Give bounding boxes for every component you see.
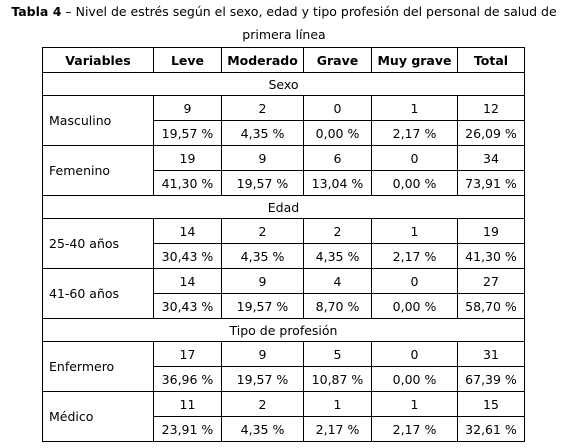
- row-label: Masculino: [42, 95, 154, 146]
- percent-cell: 0,00 %: [371, 293, 458, 319]
- count-cell: 0: [371, 268, 458, 294]
- percent-cell: 2,17 %: [371, 416, 458, 442]
- percent-cell: 73,91 %: [457, 170, 525, 196]
- percent-cell: 23,91 %: [153, 416, 222, 442]
- count-cell: 1: [371, 218, 458, 244]
- count-row: Enfermero 17 9 5 0 31: [42, 341, 525, 392]
- section-title: Sexo: [42, 72, 525, 96]
- count-cell: 5: [303, 341, 372, 367]
- percent-cell: 30,43 %: [153, 243, 222, 269]
- percent-cell: 2,17 %: [371, 243, 458, 269]
- row-label: 25-40 años: [42, 218, 154, 269]
- percent-cell: 4,35 %: [221, 120, 304, 146]
- count-cell: 2: [221, 391, 304, 417]
- percent-cell: 10,87 %: [303, 366, 372, 392]
- caption-label: Tabla 4: [11, 4, 62, 19]
- percent-cell: 4,35 %: [221, 243, 304, 269]
- count-cell: 2: [221, 218, 304, 244]
- percent-cell: 4,35 %: [221, 416, 304, 442]
- percent-row: 19,57 % 4,35 % 0,00 % 2,17 % 26,09 %: [43, 120, 525, 146]
- header-cell: Leve: [153, 47, 222, 73]
- section-row: Tipo de profesión: [42, 318, 525, 342]
- percent-cell: 0,00 %: [303, 120, 372, 146]
- row-label: Femenino: [42, 145, 154, 196]
- percent-cell: 2,17 %: [303, 416, 372, 442]
- count-cell: 34: [457, 145, 525, 171]
- count-cell: 27: [457, 268, 525, 294]
- caption-text: – Nivel de estrés según el sexo, edad y …: [61, 4, 557, 42]
- count-cell: 1: [371, 391, 458, 417]
- section-row: Sexo: [42, 72, 525, 96]
- count-cell: 15: [457, 391, 525, 417]
- percent-cell: 0,00 %: [371, 170, 458, 196]
- count-cell: 14: [153, 218, 222, 244]
- percent-cell: 58,70 %: [457, 293, 525, 319]
- percent-cell: 19,57 %: [153, 120, 222, 146]
- count-cell: 4: [303, 268, 372, 294]
- percent-cell: 30,43 %: [153, 293, 222, 319]
- count-cell: 9: [153, 95, 222, 121]
- count-row: 41-60 años 14 9 4 0 27: [42, 268, 525, 319]
- percent-cell: 19,57 %: [221, 366, 304, 392]
- count-cell: 17: [153, 341, 222, 367]
- count-cell: 1: [371, 95, 458, 121]
- count-cell: 19: [153, 145, 222, 171]
- header-row: Variables Leve Moderado Grave Muy grave Total: [42, 47, 525, 73]
- section-title: Tipo de profesión: [42, 318, 525, 342]
- count-row: Médico 11 2 1 1 15: [42, 391, 525, 442]
- percent-cell: 2,17 %: [371, 120, 458, 146]
- row-label: Médico: [42, 391, 154, 442]
- header-cell: Total: [457, 47, 525, 73]
- data-table: Variables Leve Moderado Grave Muy grave Total…: [42, 47, 525, 442]
- percent-cell: 19,57 %: [221, 293, 304, 319]
- percent-cell: 8,70 %: [303, 293, 372, 319]
- percent-cell: 0,00 %: [371, 366, 458, 392]
- count-cell: 2: [221, 95, 304, 121]
- percent-cell: 4,35 %: [303, 243, 372, 269]
- percent-cell: 36,96 %: [153, 366, 222, 392]
- count-cell: 12: [457, 95, 525, 121]
- count-cell: 9: [221, 341, 304, 367]
- section-row: Edad: [42, 195, 525, 219]
- percent-cell: 67,39 %: [457, 366, 525, 392]
- count-cell: 19: [457, 218, 525, 244]
- table-caption: Tabla 4 – Nivel de estrés según el sexo,…: [0, 0, 568, 46]
- header-cell: Grave: [303, 47, 372, 73]
- header-cell: Variables: [42, 47, 154, 73]
- count-row: Masculino 9 2 0 1 12: [42, 95, 525, 146]
- count-row: 25-40 años 14 2 2 1 19: [42, 218, 525, 269]
- section-title: Edad: [42, 195, 525, 219]
- count-cell: 6: [303, 145, 372, 171]
- percent-row: 30,43 % 19,57 % 8,70 % 0,00 % 58,70 %: [43, 293, 525, 319]
- count-cell: 9: [221, 268, 304, 294]
- row-label: 41-60 años: [42, 268, 154, 319]
- percent-row: 36,96 % 19,57 % 10,87 % 0,00 % 67,39 %: [43, 366, 525, 392]
- header-cell: Moderado: [221, 47, 304, 73]
- count-cell: 2: [303, 218, 372, 244]
- count-cell: 0: [371, 341, 458, 367]
- count-cell: 14: [153, 268, 222, 294]
- percent-cell: 13,04 %: [303, 170, 372, 196]
- count-row: Femenino 19 9 6 0 34: [42, 145, 525, 196]
- percent-row: 30,43 % 4,35 % 4,35 % 2,17 % 41,30 %: [43, 243, 525, 269]
- header-cell: Muy grave: [371, 47, 458, 73]
- percent-cell: 26,09 %: [457, 120, 525, 146]
- count-cell: 31: [457, 341, 525, 367]
- percent-cell: 32,61 %: [457, 416, 525, 442]
- percent-row: 23,91 % 4,35 % 2,17 % 2,17 % 32,61 %: [43, 416, 525, 442]
- percent-cell: 41,30 %: [153, 170, 222, 196]
- percent-row: 41,30 % 19,57 % 13,04 % 0,00 % 73,91 %: [43, 170, 525, 196]
- percent-cell: 19,57 %: [221, 170, 304, 196]
- row-label: Enfermero: [42, 341, 154, 392]
- count-cell: 0: [303, 95, 372, 121]
- count-cell: 9: [221, 145, 304, 171]
- count-cell: 1: [303, 391, 372, 417]
- count-cell: 11: [153, 391, 222, 417]
- percent-cell: 41,30 %: [457, 243, 525, 269]
- count-cell: 0: [371, 145, 458, 171]
